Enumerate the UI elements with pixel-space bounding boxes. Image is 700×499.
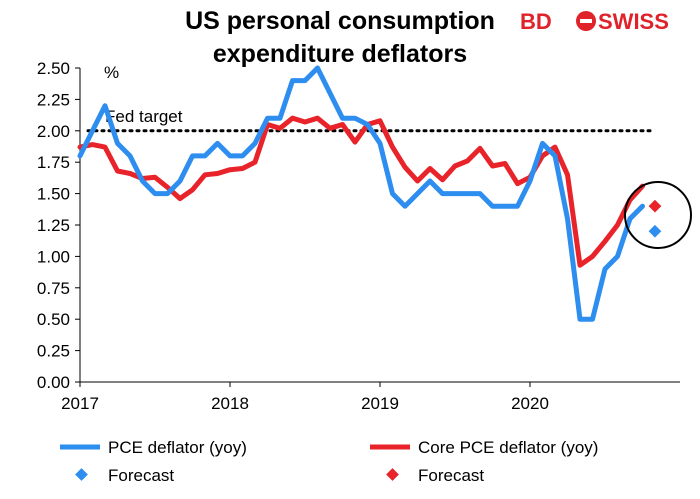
logo-swiss-text: SWISS xyxy=(598,9,669,34)
fed-target-label: Fed target xyxy=(105,107,183,126)
x-tick-label: 2019 xyxy=(361,394,399,413)
x-tick-label: 2020 xyxy=(511,394,549,413)
y-tick-label: 1.50 xyxy=(37,185,70,204)
y-tick-label: 1.00 xyxy=(37,247,70,266)
legend: PCE deflator (yoy) Core PCE deflator (yo… xyxy=(60,438,598,485)
y-tick-label: 1.75 xyxy=(37,153,70,172)
forecast-marker-pce xyxy=(648,224,662,238)
pce-deflator-line xyxy=(77,65,645,322)
y-tick-label: 2.25 xyxy=(37,90,70,109)
forecast-highlight-circle xyxy=(624,181,692,249)
x-tick-label: 2017 xyxy=(61,394,99,413)
y-tick-label: 0.00 xyxy=(37,373,70,392)
legend-forecast-red-marker xyxy=(386,468,399,481)
y-tick-label: 0.25 xyxy=(37,342,70,361)
y-tick-label: 2.00 xyxy=(37,122,70,141)
logo-sign-icon xyxy=(576,11,596,31)
chart-title-line2: expenditure deflators xyxy=(213,40,467,68)
legend-pce-label: PCE deflator (yoy) xyxy=(108,438,247,457)
legend-core-label: Core PCE deflator (yoy) xyxy=(418,438,598,457)
forecast-marker-core xyxy=(648,199,662,213)
logo-bd-text: BD xyxy=(520,9,552,34)
legend-forecast-blue-label: Forecast xyxy=(108,466,174,485)
legend-forecast-blue-marker xyxy=(75,468,88,481)
chart-title-line1: US personal consumption xyxy=(185,7,495,35)
bdswiss-logo: BD SWISS xyxy=(520,9,669,34)
x-tick-label: 2018 xyxy=(211,394,249,413)
y-tick-label: 2.50 xyxy=(37,59,70,78)
x-axis-ticks: 2017 2018 2019 2020 xyxy=(61,382,549,413)
legend-forecast-red-label: Forecast xyxy=(418,466,484,485)
y-axis-unit-label: % xyxy=(104,63,119,82)
y-tick-label: 0.50 xyxy=(37,310,70,329)
y-tick-label: 0.75 xyxy=(37,279,70,298)
y-tick-label: 1.25 xyxy=(37,216,70,235)
forecast-markers xyxy=(648,199,662,238)
y-axis-ticks: 0.00 0.25 0.50 0.75 1.00 1.25 1.50 1.75 2.00 2.25… xyxy=(37,59,80,392)
